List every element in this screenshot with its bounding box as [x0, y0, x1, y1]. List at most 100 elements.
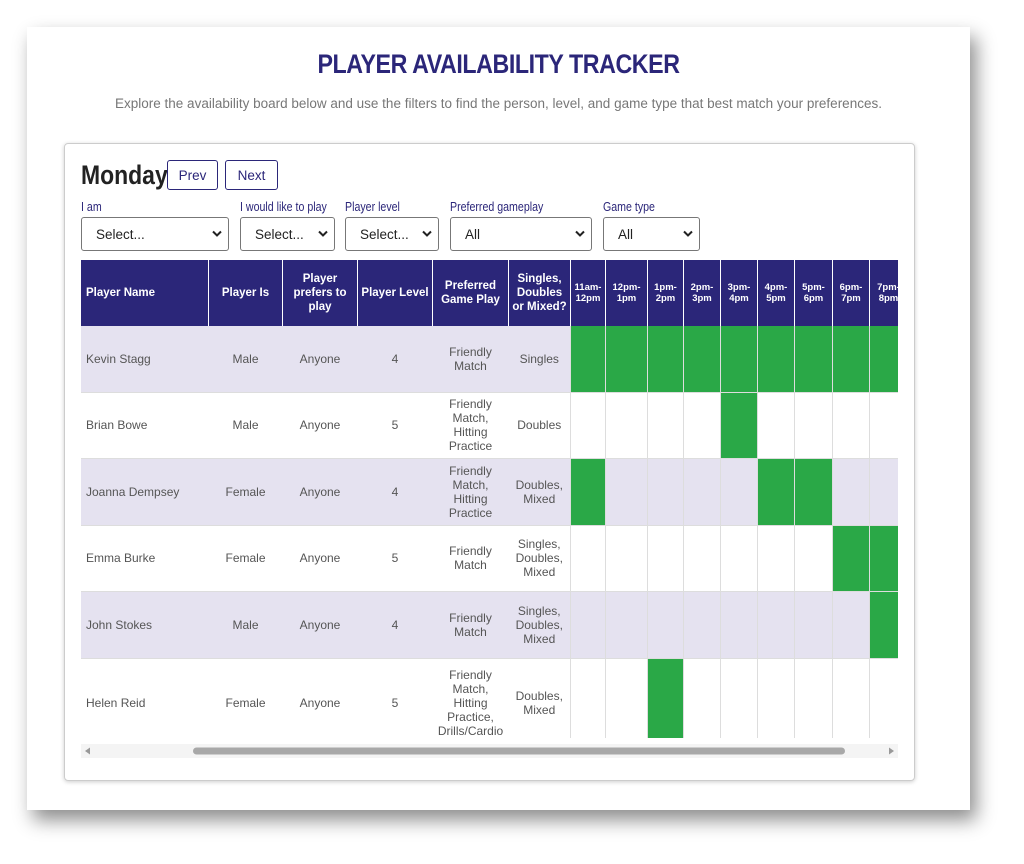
cell: Singles [508, 326, 571, 393]
cell: Anyone [282, 658, 358, 738]
available-slot [794, 326, 833, 393]
column-header: 1pm-2pm [647, 260, 684, 326]
cell: Singles, Doubles, Mixed [508, 525, 571, 592]
chevron [318, 230, 328, 237]
slot [605, 525, 648, 592]
available-slot [869, 326, 898, 393]
cell: Joanna Dempsey [81, 458, 209, 526]
scrollbar[interactable] [81, 744, 898, 758]
table-row: Joanna Dempsey Female Anyone 4 Friendly Matc… [81, 458, 898, 526]
slot [570, 658, 606, 738]
cell: Anyone [282, 458, 358, 526]
slot [794, 525, 833, 592]
cell: 4 [357, 326, 433, 393]
available-slot [647, 658, 684, 738]
column-header: Player Level [357, 260, 433, 326]
slot [683, 458, 721, 526]
cell: Friendly Match [432, 525, 509, 592]
available-slot [570, 458, 606, 526]
slot [605, 392, 648, 459]
table-row: Kevin Stagg Male Anyone 4 Friendly Match Sing… [81, 326, 898, 393]
table-row: John Stokes Male Anyone 4 Friendly Match Sing… [81, 591, 898, 659]
page-title: PLAYER AVAILABILITY TRACKER [317, 49, 680, 79]
cell: Friendly Match [432, 591, 509, 659]
slot [647, 392, 684, 459]
cell: Doubles [508, 392, 571, 459]
filter-select[interactable]: Select... [345, 217, 439, 251]
filter-label: I am [81, 200, 102, 214]
column-header: Player Name [81, 260, 209, 326]
filter-label: Game type [603, 200, 655, 214]
select-value: All [618, 226, 634, 242]
slot [757, 392, 795, 459]
chevron [683, 230, 693, 237]
cell: Brian Bowe [81, 392, 209, 459]
slot [794, 591, 833, 659]
slot [683, 591, 721, 659]
available-slot [647, 326, 684, 393]
chevron [422, 230, 432, 237]
select-value: Select... [360, 226, 409, 242]
cell: Anyone [282, 392, 358, 459]
available-slot [720, 326, 758, 393]
cell: 4 [357, 591, 433, 659]
table-row: Brian Bowe Male Anyone 5 Friendly Match, Hit… [81, 392, 898, 459]
cell: Anyone [282, 326, 358, 393]
page-subtitle: Explore the availability board below and… [115, 96, 882, 111]
column-header: 7pm-8pm [869, 260, 898, 326]
slot [647, 591, 684, 659]
cell: Kevin Stagg [81, 326, 209, 393]
slot [605, 658, 648, 738]
available-slot [683, 326, 721, 393]
slot [832, 392, 870, 459]
filter-select[interactable]: All [603, 217, 700, 251]
board: Monday Prev Next Player Name Player Is Pla… [64, 143, 915, 781]
column-header: 12pm-1pm [605, 260, 648, 326]
slot [570, 392, 606, 459]
filter-label: I would like to play [240, 200, 327, 214]
slot [832, 458, 870, 526]
available-slot [832, 326, 870, 393]
available-slot [720, 392, 758, 459]
select-value: Select... [96, 226, 145, 242]
cell: Female [208, 658, 283, 738]
cell: Friendly Match, Hitting Practice, Drills… [432, 658, 509, 738]
column-header: 11am-12pm [570, 260, 606, 326]
column-header: Preferred Game Play [432, 260, 509, 326]
select-value: Select... [255, 226, 304, 242]
slot [720, 591, 758, 659]
slot [647, 458, 684, 526]
slot [683, 392, 721, 459]
filter-select[interactable]: Select... [81, 217, 229, 251]
filter-select[interactable]: Select... [240, 217, 335, 251]
cell: Female [208, 525, 283, 592]
cell: Anyone [282, 591, 358, 659]
available-slot [605, 326, 648, 393]
filter-select[interactable]: All [450, 217, 592, 251]
cell: Emma Burke [81, 525, 209, 592]
card: PLAYER AVAILABILITY TRACKER Explore the … [27, 27, 970, 810]
cell: 5 [357, 392, 433, 459]
slot [647, 525, 684, 592]
available-slot [869, 525, 898, 592]
cell: Helen Reid [81, 658, 209, 738]
slot [869, 458, 898, 526]
next-button[interactable]: Next [225, 160, 278, 190]
cell: Female [208, 458, 283, 526]
available-slot [794, 458, 833, 526]
cell: Male [208, 326, 283, 393]
table-row: Helen Reid Female Anyone 5 Friendly Match, H… [81, 658, 898, 738]
cell: Male [208, 591, 283, 659]
column-header: 4pm-5pm [757, 260, 795, 326]
slot [720, 525, 758, 592]
column-header: 3pm-4pm [720, 260, 758, 326]
cell: 4 [357, 458, 433, 526]
chevron [212, 230, 222, 237]
prev-button[interactable]: Prev [167, 160, 218, 190]
available-slot [757, 326, 795, 393]
cell: John Stokes [81, 591, 209, 659]
column-header: 2pm-3pm [683, 260, 721, 326]
available-slot [570, 326, 606, 393]
slot [683, 525, 721, 592]
